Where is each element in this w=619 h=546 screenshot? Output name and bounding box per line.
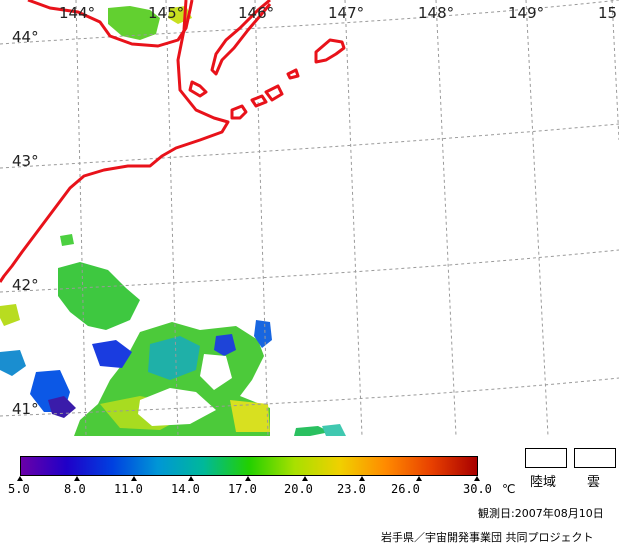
graticule — [0, 0, 619, 436]
scale-tick-mark — [416, 476, 422, 481]
scale-tick-mark — [188, 476, 194, 481]
lon-label-149: 149° — [508, 4, 545, 22]
scale-tick-mark — [131, 476, 137, 481]
lon-label-147: 147° — [328, 4, 365, 22]
lon-label-144: 144° — [59, 4, 96, 22]
scale-tick-label: 5.0 — [8, 482, 30, 496]
scale-tick-label: 23.0 — [337, 482, 366, 496]
scale-tick-label: 8.0 — [64, 482, 86, 496]
legend-land-swatch — [525, 448, 567, 468]
lat-label-42: 42° — [12, 276, 39, 294]
sst-map — [0, 0, 619, 436]
color-scale-bar — [20, 456, 478, 476]
lon-label-150: 15 — [598, 4, 618, 22]
scale-tick-label: 14.0 — [171, 482, 200, 496]
scale-tick-label: 30.0 — [463, 482, 492, 496]
lat-label-41: 41° — [12, 400, 39, 418]
scale-tick-label: 11.0 — [114, 482, 143, 496]
credit-line: 岩手県／宇宙開発事業団 共同プロジェクト — [381, 531, 594, 544]
lat-label-43: 43° — [12, 152, 39, 170]
scale-unit: ℃ — [502, 482, 516, 496]
lon-label-148: 148° — [418, 4, 455, 22]
sst-data — [0, 6, 346, 436]
legend-cloud-swatch — [574, 448, 616, 468]
legend-cloud-label: 雲 — [587, 475, 601, 490]
lon-label-146: 146° — [238, 4, 275, 22]
coastline — [0, 0, 346, 283]
scale-tick-mark — [74, 476, 80, 481]
legend-land-label: 陸域 — [530, 475, 557, 490]
scale-tick-mark — [359, 476, 365, 481]
scale-tick-mark — [302, 476, 308, 481]
scale-tick-label: 20.0 — [284, 482, 313, 496]
scale-tick-mark — [245, 476, 251, 481]
scale-tick-label: 26.0 — [391, 482, 420, 496]
scale-tick-mark — [474, 476, 480, 481]
color-scale-ticks — [17, 476, 480, 481]
observation-date: 観測日:2007年08月10日 — [478, 507, 604, 520]
scale-tick-label: 17.0 — [228, 482, 257, 496]
lat-label-44: 44° — [12, 28, 39, 46]
scale-tick-mark — [17, 476, 23, 481]
lon-label-145: 145° — [148, 4, 185, 22]
